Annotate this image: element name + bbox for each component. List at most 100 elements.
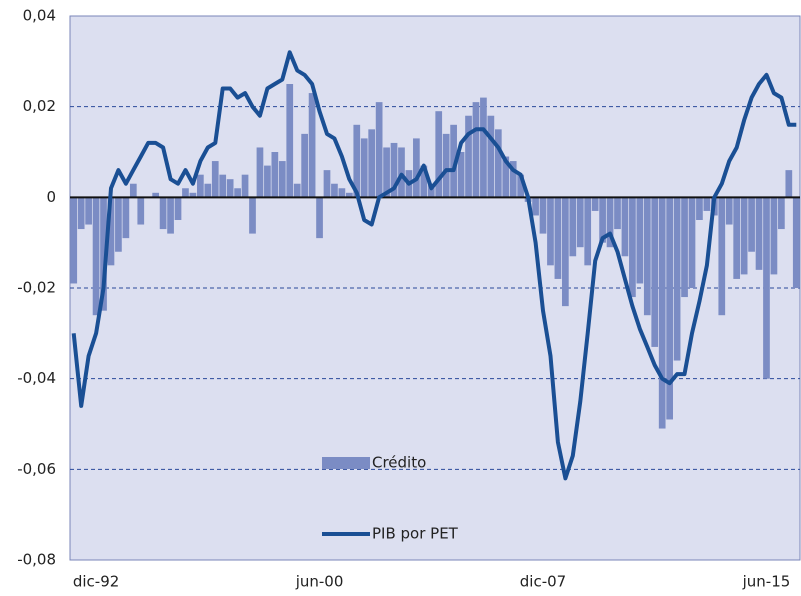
bar — [308, 93, 316, 198]
bar — [189, 192, 197, 198]
bar — [301, 133, 308, 198]
bar — [494, 129, 502, 198]
bar — [666, 197, 673, 420]
legend-label: PIB por PET — [372, 525, 459, 543]
bar — [211, 161, 219, 198]
bar — [249, 197, 256, 234]
bar — [323, 170, 331, 198]
bar — [368, 129, 376, 198]
bar — [472, 102, 480, 198]
bar — [92, 197, 100, 316]
bar — [621, 197, 629, 257]
bar — [629, 197, 636, 298]
bar — [584, 197, 592, 266]
bar — [360, 138, 368, 198]
bar — [197, 174, 204, 198]
bar — [763, 197, 770, 379]
bar — [241, 174, 249, 198]
bar — [658, 197, 666, 429]
y-tick-label: 0 — [46, 188, 56, 206]
bar — [636, 197, 644, 284]
bar — [256, 147, 264, 198]
x-tick-label: jun-15 — [742, 573, 791, 591]
bar — [547, 197, 554, 266]
bar — [442, 133, 450, 198]
bar — [465, 115, 472, 198]
bar — [792, 197, 800, 288]
bar — [427, 183, 435, 198]
bar — [420, 165, 428, 198]
bar — [293, 183, 301, 198]
bar — [353, 124, 361, 198]
bar — [226, 179, 234, 198]
bar — [487, 115, 495, 198]
bar — [703, 197, 711, 211]
bar — [718, 197, 726, 316]
bar — [681, 197, 688, 298]
bar — [167, 197, 174, 234]
bar — [100, 197, 107, 311]
bar — [740, 197, 748, 275]
bar — [457, 152, 465, 198]
bar — [174, 197, 182, 220]
y-tick-label: 0,02 — [23, 97, 56, 115]
bar — [562, 197, 569, 307]
bar — [599, 197, 606, 243]
bar — [77, 197, 85, 230]
bar — [748, 197, 755, 252]
bar — [755, 197, 763, 270]
y-tick-label: -0,06 — [17, 460, 56, 478]
bar — [539, 197, 547, 234]
legend-label: Crédito — [372, 454, 426, 472]
bar — [733, 197, 741, 279]
bar — [264, 165, 271, 198]
y-tick-label: -0,04 — [17, 369, 56, 387]
bar — [502, 156, 510, 198]
bar — [159, 197, 167, 230]
bar — [316, 197, 323, 239]
x-tick-label: dic-07 — [520, 573, 566, 591]
bar — [219, 174, 227, 198]
bar — [614, 197, 621, 230]
bar — [688, 197, 696, 288]
bar — [70, 197, 78, 284]
y-tick-label: -0,08 — [17, 551, 56, 569]
bar — [576, 197, 584, 248]
bar — [785, 170, 793, 198]
bar — [398, 147, 405, 198]
bar — [554, 197, 562, 279]
x-tick-label: jun-00 — [295, 573, 344, 591]
bar — [383, 147, 390, 198]
y-tick-label: -0,02 — [17, 279, 56, 297]
bar — [286, 84, 294, 198]
bar — [569, 197, 577, 257]
bar — [338, 188, 346, 198]
bar — [115, 197, 122, 252]
bar — [107, 197, 115, 266]
bar — [532, 197, 539, 216]
bar — [480, 97, 487, 198]
bar — [673, 197, 681, 361]
bar — [234, 188, 241, 198]
bar — [509, 161, 517, 198]
bar — [770, 197, 778, 275]
bar — [435, 111, 443, 198]
bar — [122, 197, 130, 239]
bar — [204, 183, 212, 198]
x-tick-label: dic-92 — [73, 573, 119, 591]
bar — [643, 197, 651, 316]
bar — [152, 192, 160, 198]
bar — [85, 197, 92, 225]
bar — [725, 197, 733, 225]
line — [71, 50, 797, 481]
legend-swatch — [322, 457, 370, 469]
bar — [345, 192, 353, 198]
bar — [137, 197, 145, 225]
bar — [696, 197, 703, 220]
y-tick-label: 0,04 — [23, 7, 56, 25]
bar — [450, 124, 457, 198]
bar — [271, 152, 279, 198]
bar — [182, 188, 189, 198]
bar — [129, 183, 137, 198]
